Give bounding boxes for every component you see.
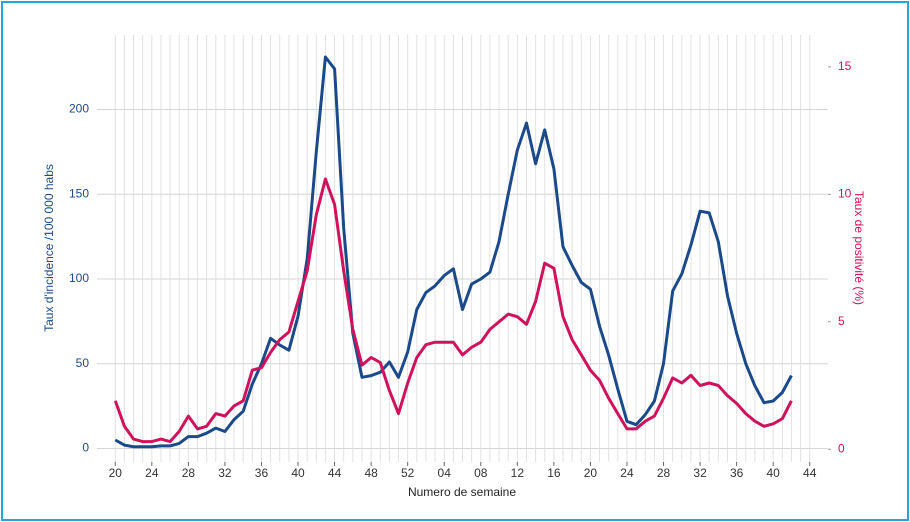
x-tick-label: 04 (438, 466, 452, 480)
y-axis-title: Taux d'incidence /100 000 habs (42, 164, 56, 332)
y-tick-label: 200 (69, 102, 89, 116)
y2-tick-label: 0 (838, 441, 845, 455)
x-tick-label: 32 (218, 466, 232, 480)
x-tick-label: 36 (255, 466, 269, 480)
x-tick-label: 24 (145, 466, 159, 480)
x-tick-label: 32 (693, 466, 707, 480)
y-tick-label: 100 (69, 271, 89, 285)
y-tick-label: 150 (69, 186, 89, 200)
x-tick-label: 16 (547, 466, 561, 480)
y-tick-label: 50 (76, 356, 90, 370)
line-series (113, 177, 793, 444)
x-tick-label: 52 (401, 466, 415, 480)
x-axis-title: Numero de semaine (408, 485, 516, 499)
x-tick-label: 20 (584, 466, 598, 480)
x-tick-label: 40 (291, 466, 305, 480)
x-tick-label: 24 (620, 466, 634, 480)
x-tick-label: 28 (657, 466, 671, 480)
x-tick-label: 28 (182, 466, 196, 480)
y2-axis-title: Taux de positivité (%) (852, 191, 866, 305)
x-tick-label: 20 (109, 466, 123, 480)
x-tick-label: 08 (474, 466, 488, 480)
x-tick-label: 44 (803, 466, 817, 480)
x-tick-label: 48 (364, 466, 378, 480)
x-tick-label: 40 (766, 466, 780, 480)
x-tick-label: 36 (730, 466, 744, 480)
x-tick-label: 12 (511, 466, 525, 480)
y2-tick-label: 10 (838, 187, 852, 201)
y2-tick-label: 15 (838, 59, 852, 73)
line-series (114, 55, 793, 449)
x-tick-label: 44 (328, 466, 342, 480)
y2-tick-label: 5 (838, 314, 845, 328)
y-tick-label: 0 (82, 441, 89, 455)
